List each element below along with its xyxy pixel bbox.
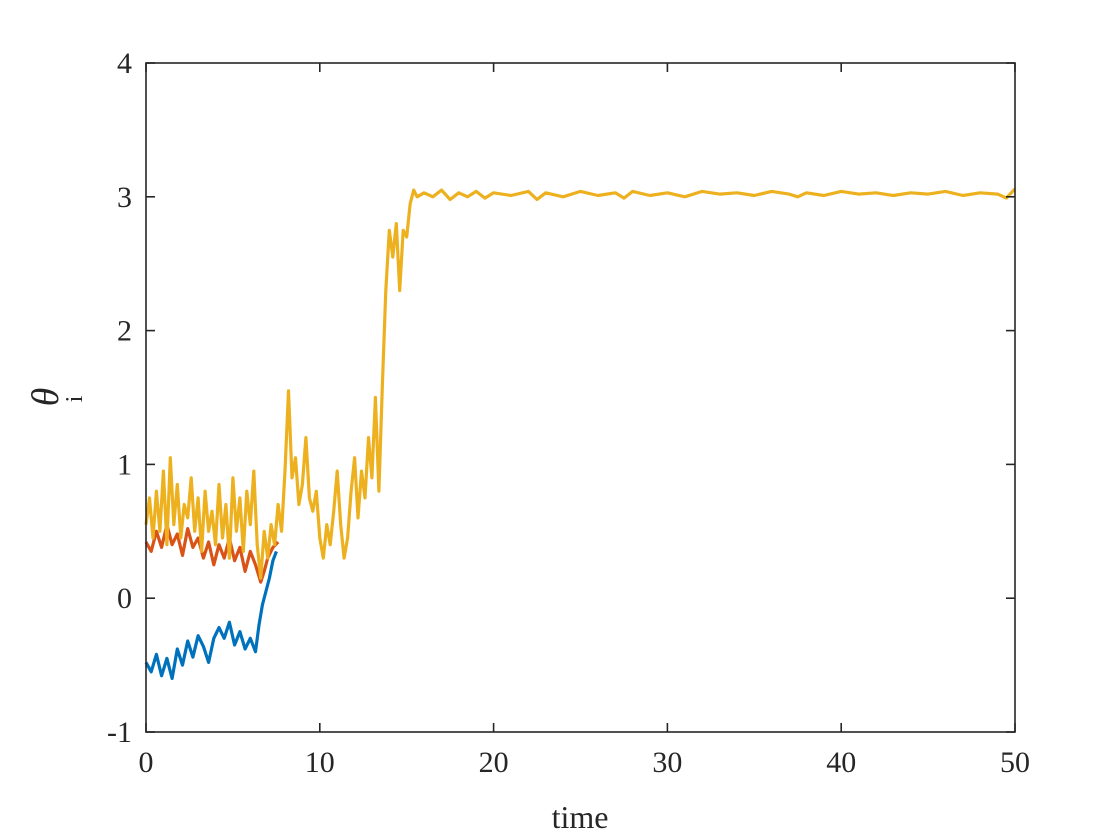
series-line-3 (144, 187, 1017, 580)
x-tick-label: 40 (826, 746, 856, 779)
y-axis-title-subscript: i (62, 395, 88, 402)
x-tick-label: 50 (1000, 746, 1030, 779)
y-axis-title: θ (25, 388, 67, 407)
y-tick-label: 4 (117, 47, 132, 80)
x-tick-label: 10 (305, 746, 335, 779)
y-axis-title-group: θ i (25, 388, 88, 407)
x-tick-label: 20 (479, 746, 509, 779)
y-tick-label: -1 (107, 716, 132, 749)
x-tick-label: 30 (652, 746, 682, 779)
y-tick-label: 1 (117, 448, 132, 481)
y-tick-label: 2 (117, 315, 132, 348)
series-line-1 (144, 550, 278, 681)
x-axis-title: time (552, 799, 609, 835)
x-tick-label: 0 (139, 746, 154, 779)
plot-area (146, 63, 1015, 732)
plot-frame (145, 62, 1016, 733)
y-tick-label: 3 (117, 181, 132, 214)
series-layer (144, 187, 1017, 681)
y-tick-label: 0 (117, 582, 132, 615)
